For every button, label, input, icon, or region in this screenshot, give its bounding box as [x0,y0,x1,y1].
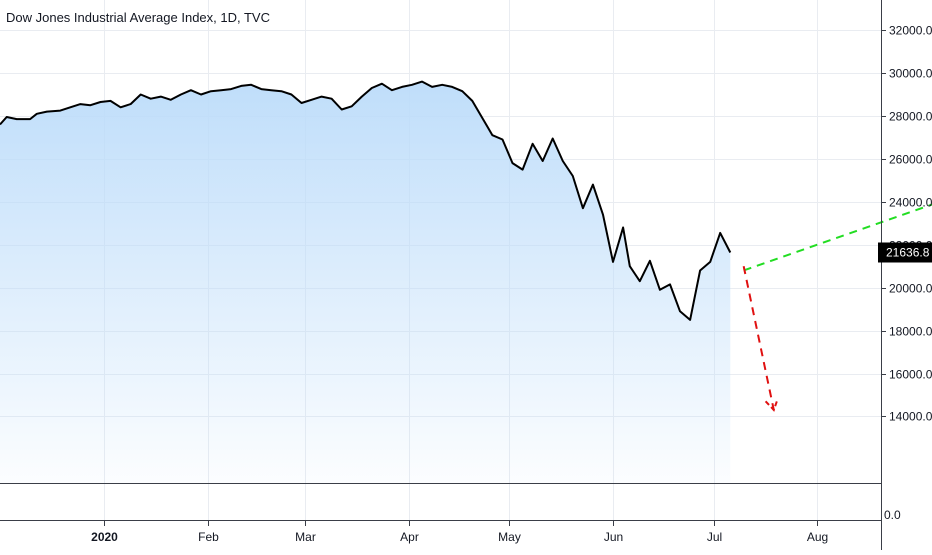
last-price-value: 21636.8 [886,246,930,260]
price-line [0,80,732,321]
y-tick-label: 32000.0 [889,24,932,38]
y-tick-label: 26000.0 [889,153,932,167]
x-tick-label: Apr [400,530,419,544]
sub-pane-tick-label: 0.0 [884,508,901,522]
x-tick-label: 2020 [91,530,118,544]
y-tick-label: 24000.0 [889,196,932,210]
x-tick-label: May [498,530,521,544]
down-forecast-arrow[interactable] [742,265,779,412]
last-price-label: 21636.8 [878,242,932,263]
x-tick-label: Aug [807,530,828,544]
x-tick-label: Mar [295,530,316,544]
sub-pane[interactable] [0,484,881,520]
y-tick-label: 16000.0 [889,368,932,382]
y-tick-label: 18000.0 [889,325,932,339]
price-axis[interactable]: 32000.030000.028000.026000.024000.022000… [881,24,932,424]
down-forecast-arrow-shaft [742,265,775,411]
chart-title: Dow Jones Industrial Average Index, 1D, … [6,10,270,25]
forecast-annotations[interactable] [742,167,932,412]
x-tick-label: Jul [707,530,722,544]
price-area-fill [0,81,731,483]
y-tick-label: 28000.0 [889,110,932,124]
y-tick-label: 20000.0 [889,282,932,296]
x-tick-label: Jun [604,530,623,544]
time-axis[interactable]: 2020 Feb Mar Apr May Jun Jul Aug [91,521,828,544]
last-price-badge [878,242,932,263]
y-tick-label: 30000.0 [889,67,932,81]
y-tick-label: 14000.0 [889,410,932,424]
x-tick-label: Feb [198,530,219,544]
down-forecast-arrow-head [764,398,779,412]
